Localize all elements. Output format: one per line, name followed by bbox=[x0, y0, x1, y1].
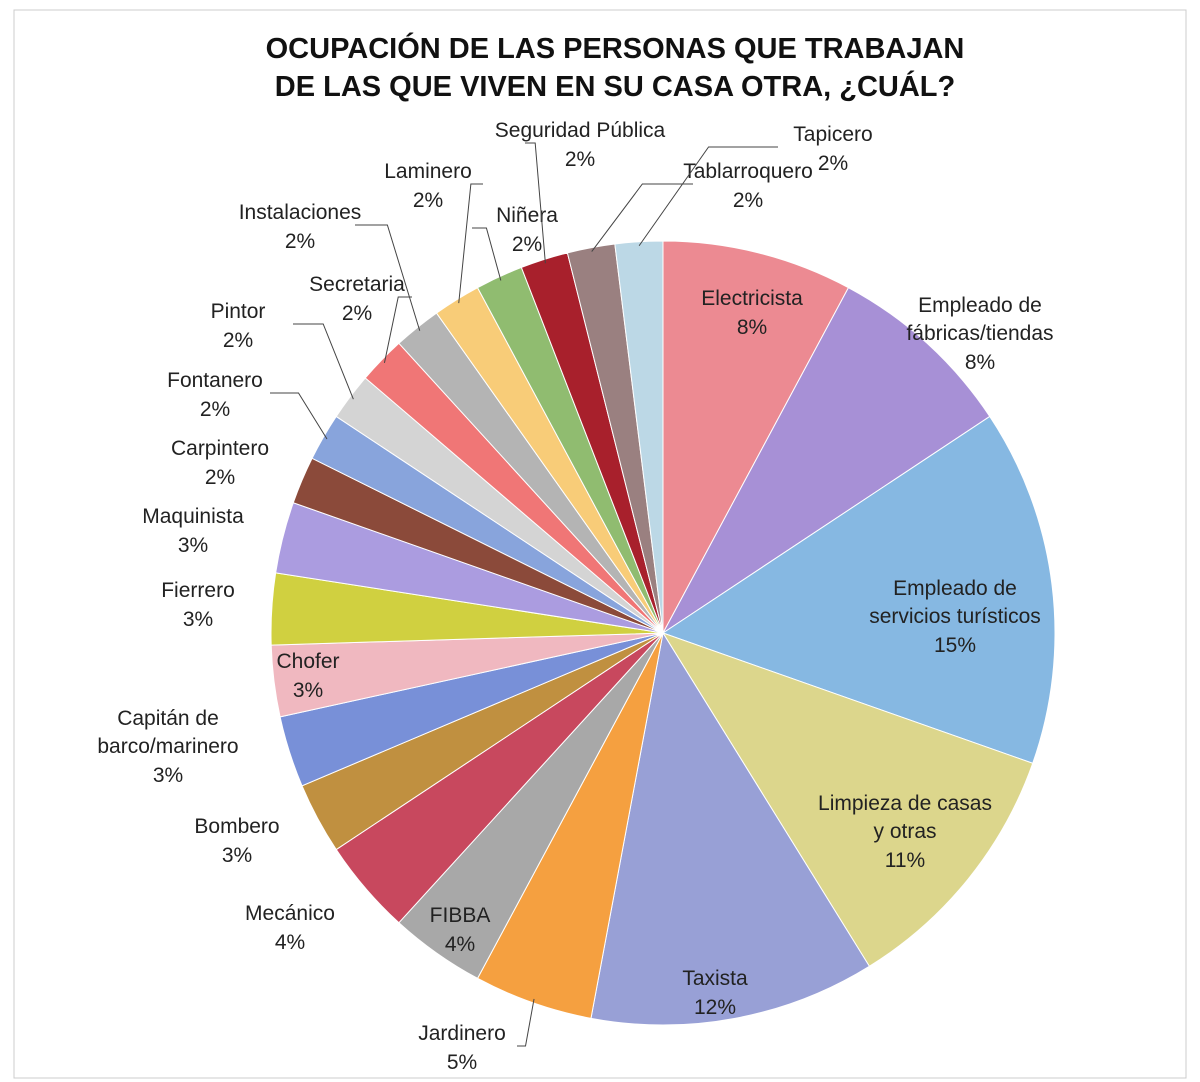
value-label: 2% bbox=[512, 233, 542, 256]
leader-line bbox=[472, 227, 502, 281]
slice-label: Electricista bbox=[701, 287, 803, 310]
leader-line bbox=[591, 183, 693, 252]
leader-line bbox=[517, 998, 535, 1047]
pie-slice bbox=[662, 286, 991, 634]
pie-slice bbox=[590, 631, 871, 1026]
slice-label: Tablarroquero bbox=[683, 160, 813, 183]
value-label: 2% bbox=[565, 148, 595, 171]
slice-label: Secretaria bbox=[309, 273, 405, 296]
slice-label: Capitán de barco/marinero bbox=[97, 707, 238, 758]
leader-line bbox=[525, 142, 546, 264]
slice-label: Jardinero bbox=[418, 1022, 506, 1045]
value-label: 4% bbox=[275, 931, 305, 954]
slice-label: Limpieza de casas y otras bbox=[818, 792, 992, 843]
leader-line bbox=[383, 296, 412, 364]
value-label: 2% bbox=[205, 466, 235, 489]
value-label: 11% bbox=[885, 849, 925, 872]
slice-label: Mecánico bbox=[245, 902, 335, 925]
chart-title: OCUPACIÓN DE LAS PERSONAS QUE TRABAJAN bbox=[266, 31, 965, 65]
slice-label: Carpintero bbox=[171, 437, 269, 460]
value-label: 12% bbox=[694, 996, 736, 1019]
slice-label: Empleado de fábricas/tiendas bbox=[906, 294, 1053, 345]
pie-slice bbox=[661, 415, 1056, 764]
slice-label: Niñera bbox=[496, 204, 558, 227]
value-label: 2% bbox=[733, 189, 763, 212]
value-label: 2% bbox=[223, 329, 253, 352]
value-label: 5% bbox=[447, 1051, 477, 1074]
leader-line bbox=[355, 224, 421, 331]
leader-line bbox=[270, 392, 328, 440]
chart-title: DE LAS QUE VIVEN EN SU CASA OTRA, ¿CUÁL? bbox=[275, 69, 955, 103]
value-label: 15% bbox=[934, 634, 976, 657]
value-label: 2% bbox=[818, 152, 848, 175]
slice-label: FIBBA bbox=[430, 904, 491, 927]
leader-line bbox=[458, 183, 483, 304]
value-label: 3% bbox=[178, 534, 208, 557]
pie-slice bbox=[662, 240, 850, 634]
value-label: 8% bbox=[737, 316, 767, 339]
value-label: 3% bbox=[183, 608, 213, 631]
slice-label: Seguridad Pública bbox=[495, 119, 666, 142]
value-label: 3% bbox=[222, 844, 252, 867]
slice-label: Laminero bbox=[384, 160, 472, 183]
leader-line bbox=[293, 323, 354, 400]
pie-slice bbox=[661, 632, 1034, 967]
value-label: 2% bbox=[200, 398, 230, 421]
value-label: 3% bbox=[153, 764, 183, 787]
slice-label: Bombero bbox=[194, 815, 279, 838]
leader-line bbox=[638, 146, 778, 247]
slice-label: Fontanero bbox=[167, 369, 263, 392]
slice-label: Pintor bbox=[211, 300, 266, 323]
slice-label: Chofer bbox=[276, 650, 339, 673]
slice-label: Empleado de servicios turísticos bbox=[869, 577, 1041, 628]
value-label: 2% bbox=[285, 230, 315, 253]
value-label: 3% bbox=[293, 679, 323, 702]
slice-label: Tapicero bbox=[793, 123, 872, 146]
slice-label: Taxista bbox=[682, 967, 748, 990]
slice-label: Fierrero bbox=[161, 579, 235, 602]
value-label: 2% bbox=[413, 189, 443, 212]
value-label: 2% bbox=[342, 302, 372, 325]
value-label: 4% bbox=[445, 933, 475, 956]
pie-slice bbox=[614, 240, 664, 634]
slice-label: Maquinista bbox=[142, 505, 244, 528]
slice-label: Instalaciones bbox=[239, 201, 362, 224]
value-label: 8% bbox=[965, 351, 995, 374]
